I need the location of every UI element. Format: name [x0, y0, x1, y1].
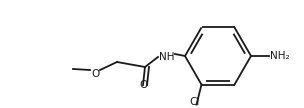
Text: NH: NH	[159, 52, 175, 62]
Text: O: O	[140, 80, 148, 90]
Text: O: O	[91, 69, 99, 79]
Text: Cl: Cl	[189, 97, 200, 107]
Text: NH₂: NH₂	[270, 51, 290, 61]
